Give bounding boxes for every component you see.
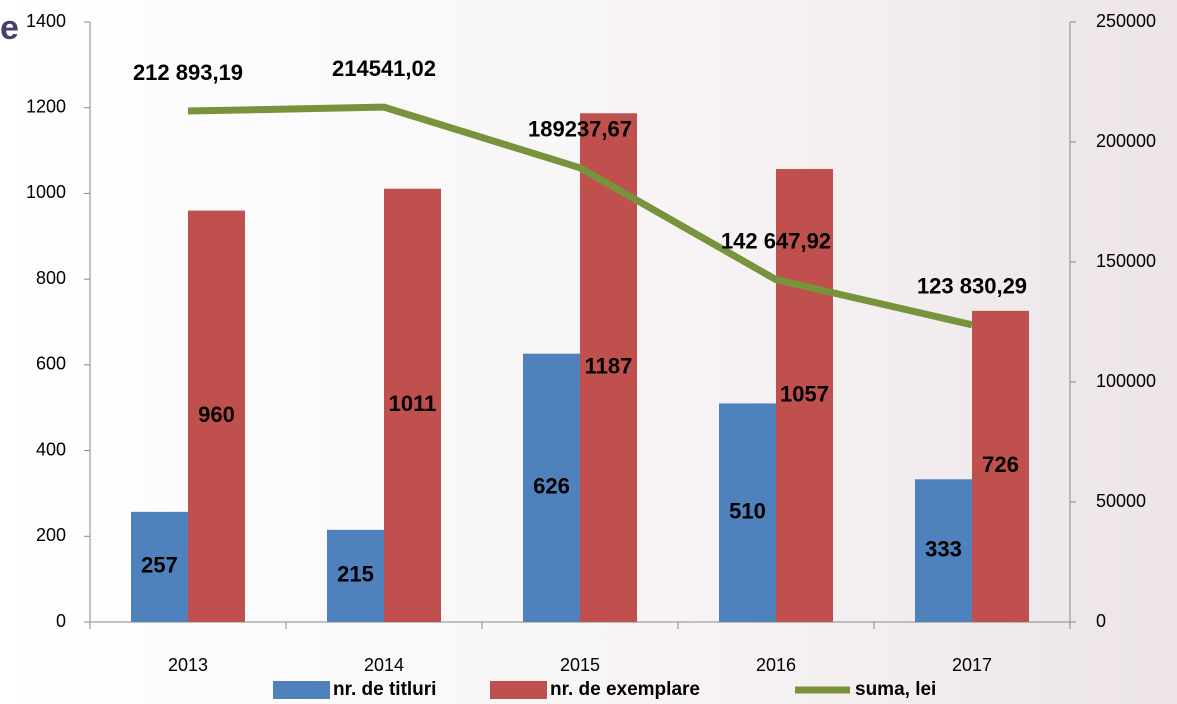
y-tick-label: 400 [36, 439, 66, 459]
y2-tick-label: 200000 [1096, 131, 1156, 151]
bar [719, 403, 776, 622]
legend-label: nr. de exemplare [550, 679, 700, 700]
bar-label: 726 [982, 452, 1019, 477]
y-tick-label: 200 [36, 525, 66, 545]
line-label: 142 647,92 [721, 228, 831, 253]
x-tick-label: 2013 [168, 655, 208, 675]
y2-tick-label: 50000 [1096, 491, 1146, 511]
y-tick-label: 1000 [26, 182, 66, 202]
line-label: 189237,67 [528, 117, 632, 142]
bar-label: 510 [729, 499, 766, 524]
x-tick-label: 2014 [364, 655, 404, 675]
bar [327, 529, 384, 622]
y2-tick-label: 150000 [1096, 251, 1156, 271]
y-tick-label: 0 [56, 611, 66, 631]
bar [188, 210, 245, 623]
line-label: 214541,02 [332, 56, 436, 81]
bar [915, 479, 972, 622]
y-tick-label: 1200 [26, 96, 66, 116]
bar-label: 1011 [389, 391, 437, 416]
line-label: 212 893,19 [133, 60, 243, 85]
chart-title: e [0, 9, 19, 47]
legend-label: suma, lei [855, 679, 936, 700]
bar [384, 188, 441, 622]
x-tick-label: 2015 [560, 655, 600, 675]
legend-swatch [490, 681, 547, 699]
bar [776, 169, 833, 622]
y2-tick-label: 250000 [1096, 11, 1156, 31]
bar-label: 215 [337, 562, 374, 587]
x-tick-label: 2016 [756, 655, 796, 675]
line-label: 123 830,29 [917, 274, 1027, 299]
bar-label: 960 [198, 402, 235, 427]
y2-tick-label: 100000 [1096, 371, 1156, 391]
line [187, 103, 973, 329]
y-tick-label: 1400 [26, 11, 66, 31]
bar [131, 511, 188, 622]
legend-swatch [273, 681, 330, 699]
y2-tick-label: 0 [1096, 611, 1106, 631]
bar-label: 626 [533, 474, 570, 499]
bar [972, 310, 1029, 622]
bar [523, 353, 580, 622]
bar-label: 1057 [780, 381, 829, 406]
y-tick-label: 800 [36, 268, 66, 288]
x-tick-label: 2017 [952, 655, 992, 675]
bar-label: 257 [141, 553, 178, 578]
y-tick-label: 600 [36, 354, 66, 374]
bar-label: 333 [925, 536, 962, 561]
bar-label: 1187 [585, 353, 633, 378]
legend-label: nr. de titluri [333, 679, 436, 700]
